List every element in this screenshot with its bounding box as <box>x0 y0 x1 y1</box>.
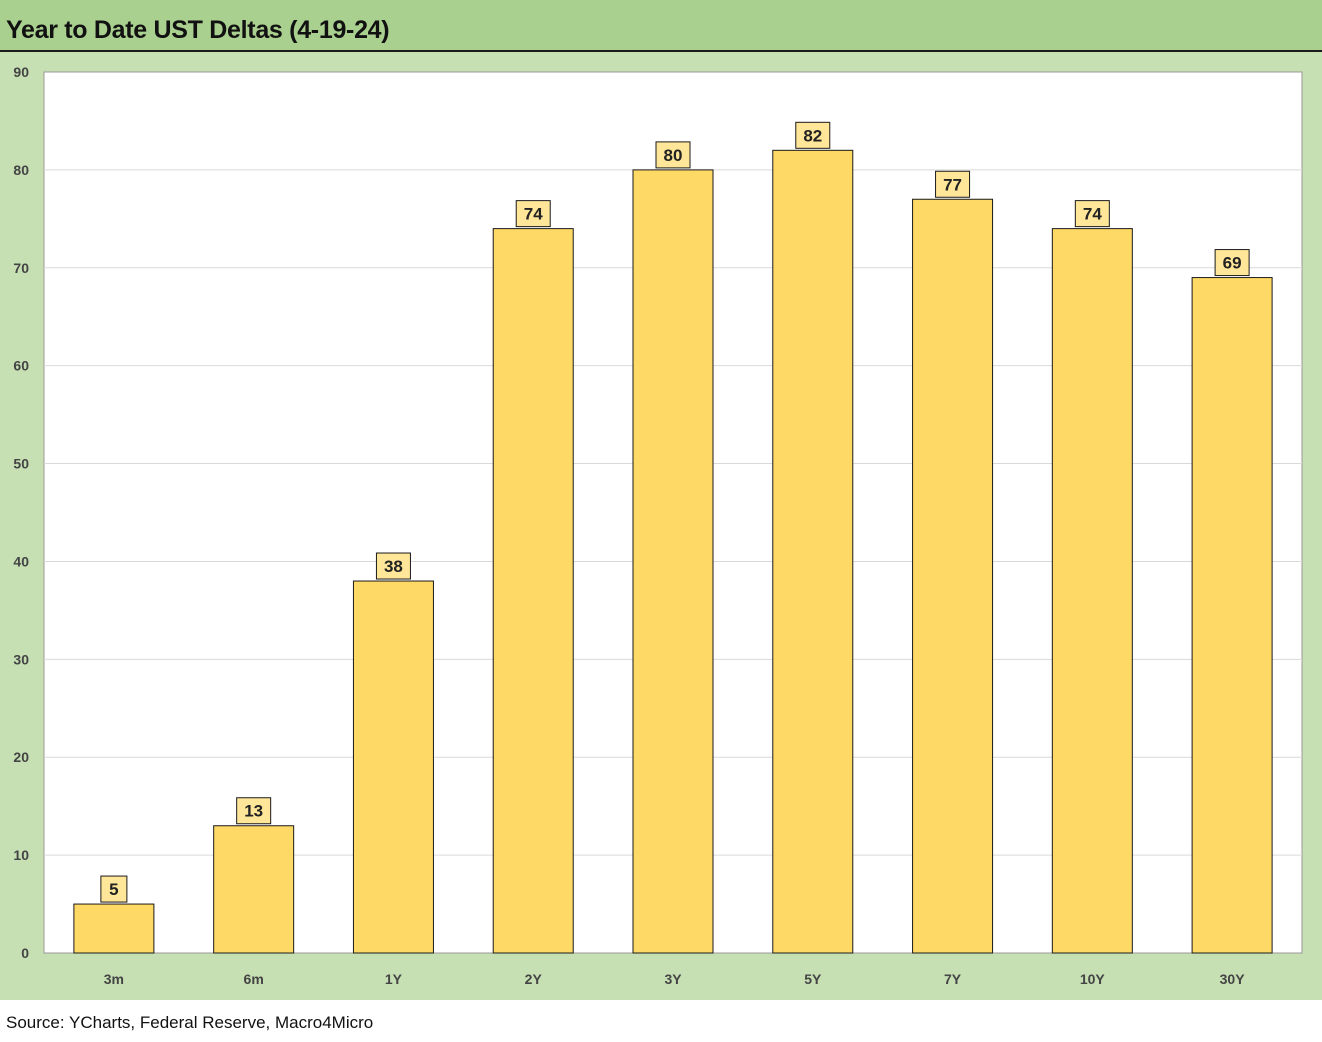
y-tick-label: 30 <box>13 651 29 667</box>
bar-30Y <box>1191 277 1273 954</box>
data-label-box <box>795 121 831 149</box>
bar-10Y <box>1051 228 1133 954</box>
x-category-label-5Y: 5Y <box>804 971 822 987</box>
bar-1Y <box>352 580 434 954</box>
title-bar: Year to Date UST Deltas (4-19-24) <box>0 0 1322 52</box>
chart-area: 0 10 20 30 40 50 60 70 80 90 5 13 38 74 80 82 77 74 69 3m… <box>0 52 1322 1000</box>
data-label-7Y: 77 <box>943 175 962 194</box>
y-tick-label: 90 <box>13 64 29 80</box>
data-label-box <box>375 552 411 580</box>
y-tick-label: 70 <box>13 260 29 276</box>
data-label-box <box>655 141 691 169</box>
data-label-box <box>1214 249 1250 277</box>
y-tick-label: 60 <box>13 358 29 374</box>
bar-3m <box>73 903 155 954</box>
data-label-5Y: 82 <box>803 126 822 145</box>
data-label-box <box>1074 200 1110 228</box>
data-label-3Y: 80 <box>664 146 683 165</box>
y-tick-label: 50 <box>13 456 29 472</box>
bar-7Y <box>912 198 994 954</box>
y-tick-label: 20 <box>13 749 29 765</box>
x-category-label-3m: 3m <box>104 971 124 987</box>
data-label-box <box>935 170 971 198</box>
data-label-box <box>236 797 272 825</box>
data-label-box <box>515 200 551 228</box>
x-category-label-7Y: 7Y <box>944 971 962 987</box>
data-label-box <box>100 875 128 903</box>
bar-chart: 0 10 20 30 40 50 60 70 80 90 5 13 38 74 80 82 77 74 69 3m… <box>13 64 1303 987</box>
y-tick-label: 10 <box>13 847 29 863</box>
y-tick-label: 40 <box>13 553 29 569</box>
data-label-6m: 13 <box>244 802 263 821</box>
data-label-3m: 5 <box>109 880 118 899</box>
x-category-label-30Y: 30Y <box>1220 971 1246 987</box>
bar-5Y <box>772 149 854 954</box>
bars <box>73 149 1273 954</box>
x-category-label-1Y: 1Y <box>385 971 403 987</box>
data-label-1Y: 38 <box>384 557 403 576</box>
data-label-30Y: 69 <box>1223 254 1242 273</box>
data-label-2Y: 74 <box>524 205 543 224</box>
source-note: Source: YCharts, Federal Reserve, Macro4… <box>6 1013 374 1032</box>
chart-title: Year to Date UST Deltas (4-19-24) <box>6 16 390 44</box>
x-category-label-6m: 6m <box>244 971 264 987</box>
x-category-label-3Y: 3Y <box>664 971 682 987</box>
x-category-label-10Y: 10Y <box>1080 971 1106 987</box>
y-tick-label: 80 <box>13 162 29 178</box>
data-labels: 5 13 38 74 80 82 77 74 69 <box>100 121 1250 903</box>
y-axis-ticks: 0 10 20 30 40 50 60 70 80 90 <box>13 64 29 961</box>
bar-3Y <box>632 169 714 954</box>
bar-6m <box>213 825 295 954</box>
bar-2Y <box>492 228 574 954</box>
data-label-10Y: 74 <box>1083 205 1102 224</box>
x-category-label-2Y: 2Y <box>525 971 543 987</box>
x-axis-categories: 3m 6m 1Y 2Y 3Y 5Y 7Y 10Y 30Y <box>104 971 1245 987</box>
y-tick-label: 0 <box>21 945 29 961</box>
